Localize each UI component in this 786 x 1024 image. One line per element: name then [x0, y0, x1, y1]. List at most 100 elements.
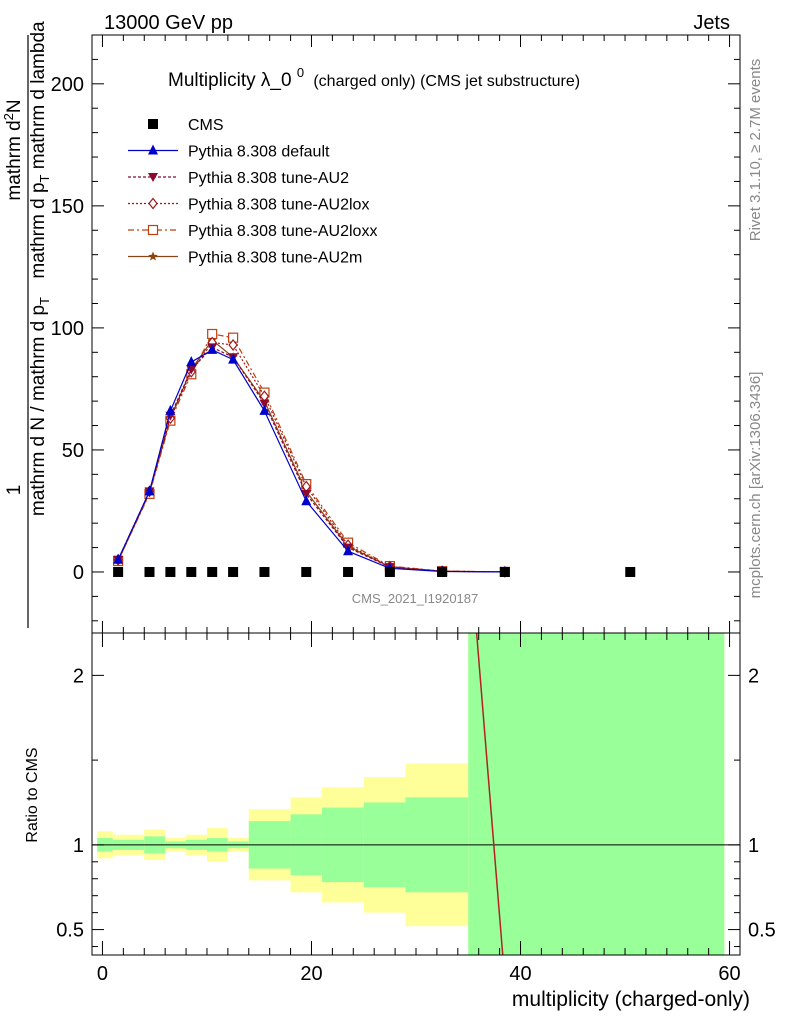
- data-point: [165, 566, 176, 577]
- ylabel-num-n: N: [4, 99, 25, 113]
- data-point: [259, 404, 270, 415]
- ylabel-frac-den-text: mathrm d N / mathrm d p: [28, 305, 49, 516]
- legend-label: Pythia 8.308 default: [188, 144, 330, 161]
- chart-title-sup: 0: [297, 65, 304, 80]
- x-tick-label: 0: [97, 963, 108, 985]
- data-point: [259, 399, 270, 409]
- legend-item: Pythia 8.308 tune-AU2m: [128, 250, 362, 267]
- main-ticks: [92, 34, 740, 633]
- legend-label: Pythia 8.308 tune-AU2lox: [188, 197, 369, 214]
- series-4: [113, 328, 510, 577]
- data-point: [207, 343, 218, 354]
- data-point: [113, 566, 124, 577]
- data-point: [384, 566, 395, 577]
- data-point: [301, 495, 312, 506]
- ratio-ytick-label-right: 2: [748, 665, 759, 687]
- series-line: [117, 333, 505, 573]
- ratio-ytick-label: 2: [73, 665, 84, 687]
- ratio-ytick-label-right: 0.5: [748, 920, 776, 942]
- ylabel-frac-den: mathrm d N / mathrm d pT mathrm d lambda: [28, 143, 52, 516]
- legend-marker: [147, 224, 159, 236]
- ratio-ylabel: Ratio to CMS: [24, 747, 41, 842]
- series-0: [113, 566, 636, 577]
- ylabel-frac-num: 1: [4, 485, 25, 496]
- series-5: [113, 335, 510, 576]
- main-ytick-label: 150: [51, 196, 84, 218]
- legend-label: Pythia 8.308 tune-AU2: [188, 170, 349, 187]
- data-point: [144, 485, 155, 496]
- main-ytick-label: 100: [51, 318, 84, 340]
- ylabel-num-d: mathrm d: [4, 120, 25, 200]
- ratio-ytick-label: 0.5: [56, 920, 84, 942]
- legend-item: Pythia 8.308 tune-AU2lox: [128, 197, 369, 214]
- main-ytick-label: 0: [73, 562, 84, 584]
- ylabel-den-rest: mathrm d lambda: [28, 21, 49, 175]
- main-ylabel: 1 mathrm d N / mathrm d pT mathrm d lamb…: [1, 21, 52, 628]
- data-point: [499, 566, 510, 577]
- legend-marker: [148, 173, 158, 182]
- main-ytick-label: 50: [62, 440, 84, 462]
- series-1: [113, 343, 510, 576]
- data-point: [301, 566, 312, 577]
- data-point: [228, 566, 239, 577]
- ratio-ytick-label: 1: [73, 835, 84, 857]
- x-tick-label: 20: [300, 963, 322, 985]
- ylabel-frac-den-sub: T: [37, 297, 52, 305]
- legend: CMS Pythia 8.308 default Pythia 8.308 tune…: [128, 117, 377, 267]
- data-point: [186, 566, 197, 577]
- series-line: [117, 349, 505, 573]
- rivet-label: Rivet 3.1.10, ≥ 2.7M events: [747, 59, 764, 242]
- main-series: [113, 328, 636, 578]
- series-2: [113, 343, 510, 577]
- legend-item: Pythia 8.308 tune-AU2: [128, 170, 349, 187]
- ratio-panel: 0.5 0.51 12 20 20 40 60: [56, 632, 776, 985]
- data-point: [144, 566, 155, 577]
- legend-marker: [148, 144, 158, 155]
- ylabel-num-sup: 2: [1, 113, 16, 120]
- series-line: [117, 339, 505, 573]
- ratio-ytick-label-right: 1: [748, 835, 759, 857]
- data-point: [301, 489, 312, 499]
- ratio-frame: [91, 632, 741, 956]
- collision-label: 13000 GeV pp: [104, 12, 233, 34]
- x-tick-label: 60: [718, 963, 740, 985]
- data-point: [625, 566, 636, 577]
- legend-marker: [148, 197, 158, 210]
- chart-title-main: Multiplicity λ_0: [168, 70, 292, 91]
- data-point: [113, 553, 124, 564]
- data-point: [343, 545, 354, 556]
- legend-item: CMS: [148, 117, 224, 134]
- process-label: Jets: [693, 12, 730, 34]
- series-3: [113, 336, 510, 578]
- x-axis-label: multiplicity (charged-only): [512, 988, 750, 1011]
- chart-title-suffix: (charged only) (CMS jet substructure): [313, 73, 580, 90]
- ratio-bands: [97, 633, 725, 955]
- data-point: [343, 566, 354, 577]
- data-point: [165, 404, 176, 415]
- ratio-tick-labels: 0.5 0.51 12 20 20 40 60: [56, 665, 776, 985]
- legend-marker: [148, 251, 158, 261]
- legend-label: Pythia 8.308 tune-AU2loxx: [188, 223, 377, 240]
- analysis-watermark: CMS_2021_I1920187: [352, 591, 479, 606]
- x-tick-label: 40: [509, 963, 531, 985]
- ratio-band-inner: [468, 633, 725, 955]
- chart-title: Multiplicity λ_0 0 (charged only) (CMS j…: [168, 61, 580, 91]
- data-point: [228, 353, 239, 364]
- ylabel-den: mathrm d pT mathrm d lambda: [28, 21, 52, 279]
- data-point: [259, 566, 270, 577]
- legend-label: CMS: [188, 117, 224, 134]
- data-point: [186, 356, 197, 367]
- data-point: [228, 339, 238, 351]
- ylabel-den-d: mathrm d p: [28, 182, 49, 278]
- series-line: [117, 346, 505, 573]
- mcplots-label: mcplots.cern.ch [arXiv:1306.3436]: [747, 372, 764, 599]
- ratio-ticks: [92, 633, 740, 955]
- series-line: [117, 341, 505, 573]
- data-point: [437, 566, 448, 577]
- legend-item: Pythia 8.308 tune-AU2loxx: [128, 223, 377, 240]
- legend-label: Pythia 8.308 tune-AU2m: [188, 250, 362, 267]
- data-point: [207, 566, 218, 577]
- legend-marker: [148, 119, 158, 129]
- ylabel-den-sub: T: [37, 174, 52, 182]
